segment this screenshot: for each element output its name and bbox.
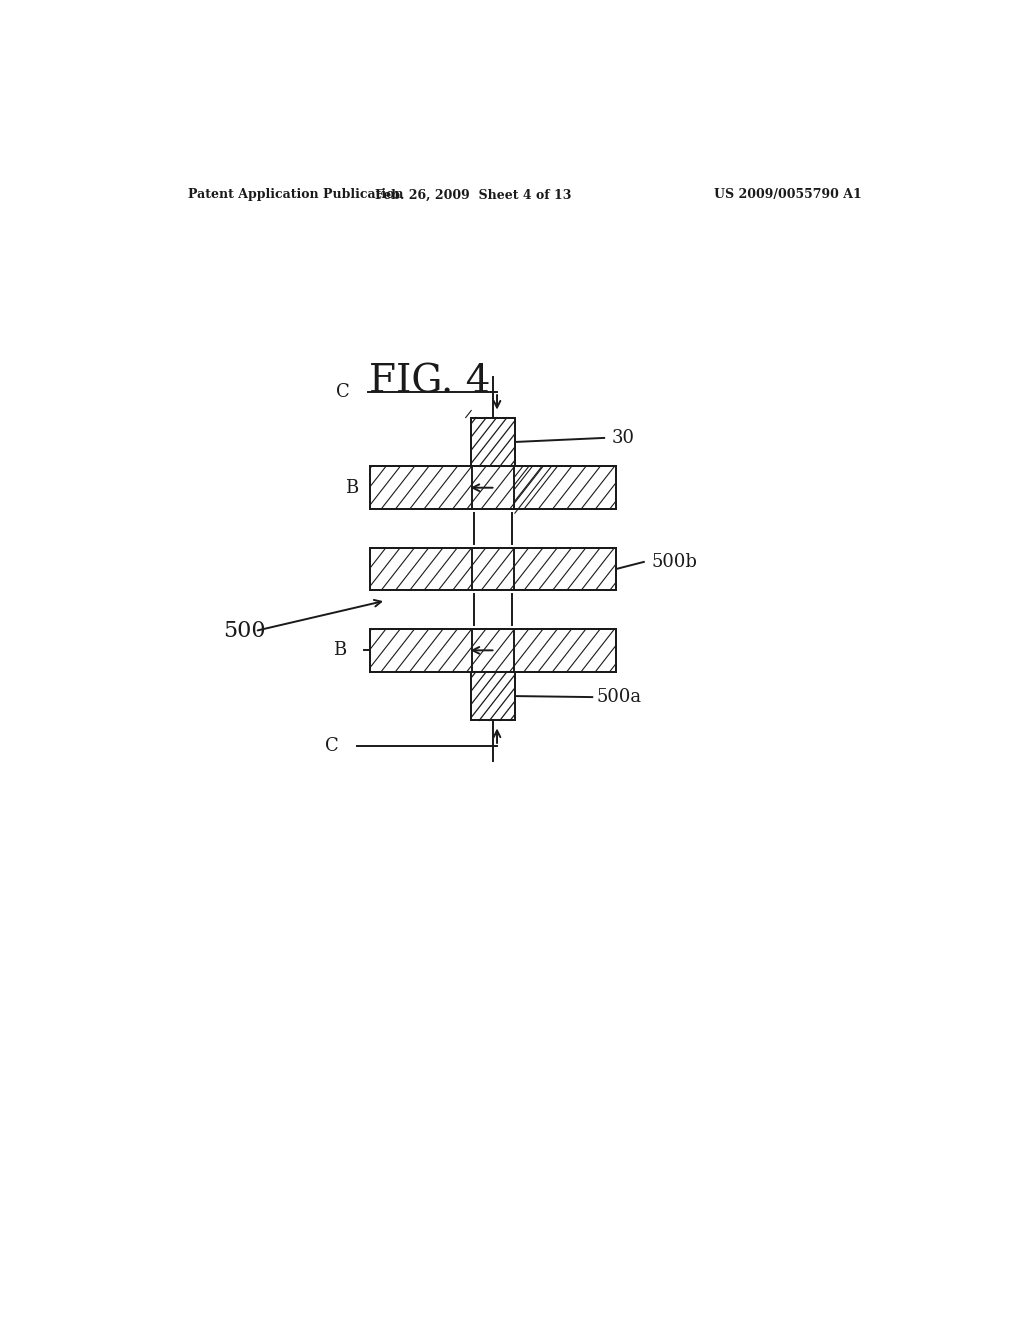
Bar — [370, 548, 616, 590]
Bar — [471, 672, 515, 721]
Text: US 2009/0055790 A1: US 2009/0055790 A1 — [715, 189, 862, 202]
Bar — [471, 672, 515, 721]
Text: B: B — [345, 479, 358, 496]
Text: 500: 500 — [223, 620, 266, 642]
Bar — [471, 417, 515, 466]
Text: Patent Application Publication: Patent Application Publication — [187, 189, 403, 202]
Bar — [370, 466, 616, 510]
Text: 30: 30 — [612, 429, 635, 447]
Text: Feb. 26, 2009  Sheet 4 of 13: Feb. 26, 2009 Sheet 4 of 13 — [375, 189, 571, 202]
Text: B: B — [333, 642, 346, 659]
Bar — [370, 630, 616, 672]
Text: FIG. 4: FIG. 4 — [369, 363, 490, 400]
Bar — [471, 417, 515, 466]
Bar — [370, 548, 616, 590]
Text: C: C — [325, 737, 338, 755]
Bar — [370, 630, 616, 672]
Bar — [471, 672, 515, 721]
Text: C: C — [337, 383, 350, 401]
Text: 500b: 500b — [652, 553, 697, 572]
Bar — [370, 466, 616, 510]
Bar — [472, 510, 514, 672]
Text: 500a: 500a — [596, 688, 641, 706]
Bar — [471, 417, 515, 466]
